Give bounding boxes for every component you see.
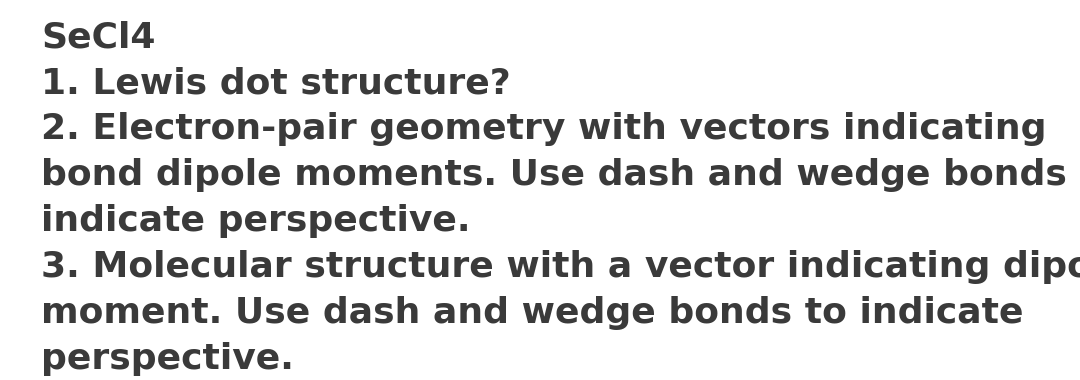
Text: 1. Lewis dot structure?: 1. Lewis dot structure? xyxy=(41,66,511,100)
Text: moment. Use dash and wedge bonds to indicate: moment. Use dash and wedge bonds to indi… xyxy=(41,296,1024,330)
Text: bond dipole moments. Use dash and wedge bonds to: bond dipole moments. Use dash and wedge … xyxy=(41,158,1080,192)
Text: 2. Electron-pair geometry with vectors indicating: 2. Electron-pair geometry with vectors i… xyxy=(41,112,1047,146)
Text: 3. Molecular structure with a vector indicating dipole: 3. Molecular structure with a vector ind… xyxy=(41,250,1080,284)
Text: perspective.: perspective. xyxy=(41,342,294,376)
Text: indicate perspective.: indicate perspective. xyxy=(41,204,471,238)
Text: SeCl4: SeCl4 xyxy=(41,20,156,54)
